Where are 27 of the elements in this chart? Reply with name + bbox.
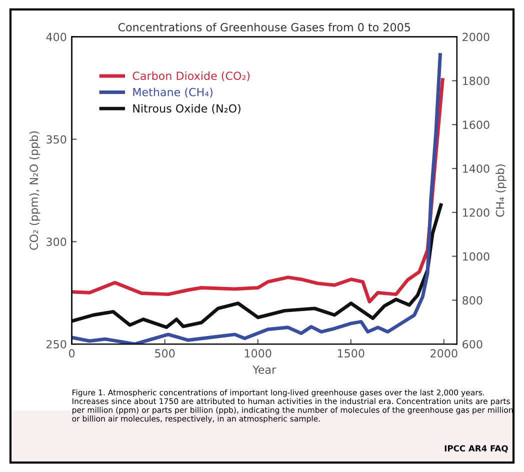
- text: IPCC AR4 FAQ: [444, 445, 508, 453]
- y-tick-label: 250: [46, 340, 66, 348]
- x-tick-label: 1500: [338, 349, 364, 358]
- y2-tick-label: 1800: [463, 76, 490, 86]
- legend-label: Methane (CH₄): [133, 88, 212, 98]
- x-tick-label: 0: [68, 349, 75, 358]
- y2-tick-label: 600: [462, 340, 482, 348]
- y-axis-title: CO₂ (ppm), N₂O (ppb): [29, 131, 40, 250]
- y-tick-label: 300: [46, 238, 66, 246]
- x-tick-label: 2000: [430, 349, 458, 358]
- y2-tick-label: 1400: [463, 164, 490, 173]
- x-tick-label: 1000: [244, 349, 272, 358]
- x-tick-label: 500: [155, 349, 175, 358]
- line-series: [72, 203, 443, 330]
- y-tick-label: 350: [46, 135, 66, 144]
- legend-label: Carbon Dioxide (CO₂): [132, 71, 250, 82]
- y2-tick-label: 2000: [462, 32, 490, 42]
- legend-label: Nitrous Oxide (N₂O): [133, 104, 240, 114]
- y2-axis-title: CH₄ (ppb): [496, 164, 506, 217]
- line-series: [72, 53, 442, 344]
- x-axis-title: Year: [252, 366, 276, 374]
- chart-title: Concentrations of Greenhouse Gases from 0 to 2005: [118, 22, 410, 32]
- y2-tick-label: 800: [462, 296, 482, 305]
- y2-tick-label: 1200: [463, 208, 490, 217]
- y2-tick-label: 1600: [463, 120, 490, 129]
- y2-tick-label: 1000: [463, 252, 490, 261]
- y-tick-label: 400: [46, 32, 66, 42]
